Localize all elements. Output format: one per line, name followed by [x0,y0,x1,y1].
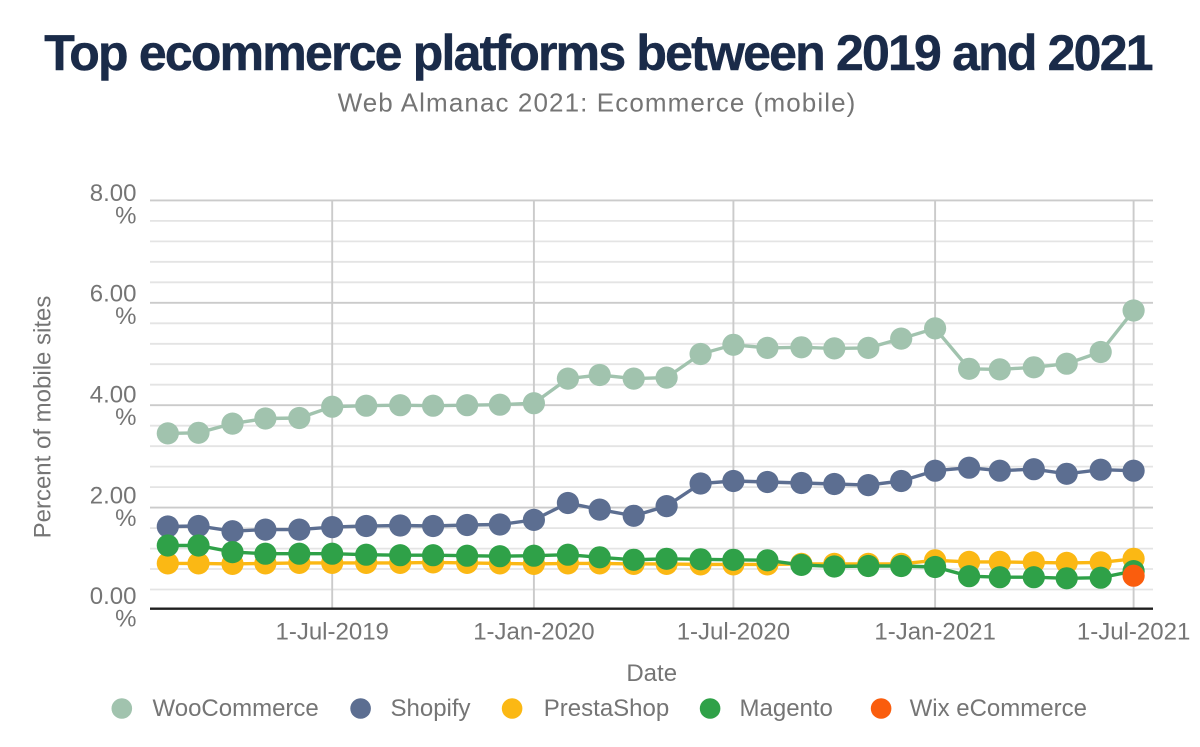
svg-text:%: % [115,505,136,532]
svg-text:1-Jul-2021: 1-Jul-2021 [1077,618,1190,645]
svg-text:4.00: 4.00 [90,382,137,409]
svg-text:Top ecommerce platforms betwee: Top ecommerce platforms between 2019 and… [44,25,1152,81]
svg-text:Date: Date [626,660,677,687]
svg-text:%: % [115,606,136,633]
svg-text:6.00: 6.00 [90,281,137,308]
svg-text:Wix eCommerce: Wix eCommerce [910,695,1087,722]
svg-text:8.00: 8.00 [90,180,137,207]
svg-text:Shopify: Shopify [391,695,471,722]
svg-text:%: % [115,303,136,330]
svg-text:1-Jan-2020: 1-Jan-2020 [473,618,594,645]
svg-text:Magento: Magento [740,695,833,722]
svg-text:WooCommerce: WooCommerce [153,695,319,722]
svg-text:%: % [115,202,136,229]
svg-text:%: % [115,404,136,431]
svg-text:PrestaShop: PrestaShop [544,695,669,722]
svg-text:Percent of mobile sites: Percent of mobile sites [30,296,57,539]
svg-text:2.00: 2.00 [90,482,137,509]
svg-text:1-Jul-2019: 1-Jul-2019 [275,618,388,645]
svg-text:0.00: 0.00 [90,583,137,610]
svg-text:1-Jul-2020: 1-Jul-2020 [677,618,790,645]
svg-text:Web Almanac 2021: Ecommerce (m: Web Almanac 2021: Ecommerce (mobile) [338,87,857,117]
svg-text:1-Jan-2021: 1-Jan-2021 [874,618,995,645]
